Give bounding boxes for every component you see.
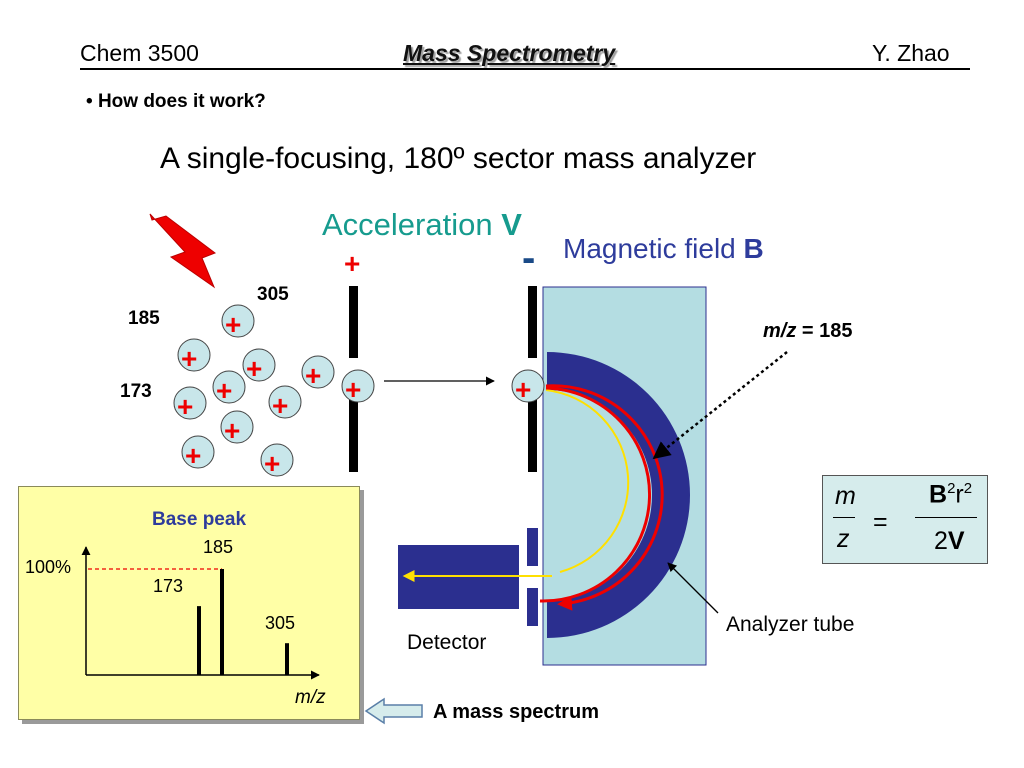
ion-1 xyxy=(221,304,255,338)
ion-charge-entering: + xyxy=(515,374,532,405)
formula-b: B xyxy=(929,480,948,509)
formula-right-fraction-bar xyxy=(915,517,977,518)
ion-charge-6: + xyxy=(177,391,194,422)
ion-charge-1: + xyxy=(225,309,242,340)
detector-slit-bottom xyxy=(527,588,538,626)
mass-formula-box: m z = B2r2 2V xyxy=(822,475,988,564)
acceleration-text: Acceleration xyxy=(322,207,502,242)
ion-path-red-outer xyxy=(545,384,664,611)
bullet-text: How does it work? xyxy=(97,91,266,112)
formula-two: 2 xyxy=(934,527,948,555)
ion-label-185: 185 xyxy=(128,308,160,329)
voltage-symbol: V xyxy=(501,207,522,242)
formula-r-exponent: 2 xyxy=(963,480,973,497)
slide-title: Mass Spectrometry xyxy=(403,40,616,66)
plate-plus-sign: + xyxy=(344,248,361,279)
ion-charge-7: + xyxy=(272,390,289,421)
ion-accelerated xyxy=(341,369,375,403)
ionization-lightning-icon xyxy=(149,213,217,289)
header-rule xyxy=(80,68,970,70)
ion-path-red-inner xyxy=(539,386,652,603)
analyzer-tube-pointer xyxy=(667,562,719,614)
ion-label-305: 305 xyxy=(257,284,289,305)
spectrum-pointer-arrow-icon xyxy=(364,697,423,725)
accelerating-plate-negative-top xyxy=(528,286,537,358)
acceleration-label: Acceleration V xyxy=(322,207,522,243)
mz-value: = 185 xyxy=(796,320,853,342)
analyzer-tube-curve xyxy=(547,352,690,638)
detector-slit-top xyxy=(527,528,538,566)
ion-charge-2: + xyxy=(181,343,198,374)
ion-charge-3: + xyxy=(246,353,263,384)
accelerating-plate-positive-top xyxy=(349,286,358,358)
ion-7 xyxy=(268,385,302,419)
accelerating-plate-positive-bottom xyxy=(349,398,358,472)
ion-8 xyxy=(220,410,254,444)
ion-charge-10: + xyxy=(264,448,281,479)
ion-3 xyxy=(242,348,276,382)
ion-9 xyxy=(181,435,215,469)
mz-variable: m/z xyxy=(763,320,797,342)
ion-10 xyxy=(260,443,294,477)
ion-label-173: 173 xyxy=(120,381,152,402)
mz-pointer-dotted-arrow xyxy=(652,351,788,460)
spectrum-peak-label-173: 173 xyxy=(153,576,184,597)
formula-b-exponent: 2 xyxy=(947,480,956,497)
formula-denominator: 2V xyxy=(934,527,965,556)
formula-r: r xyxy=(955,480,964,509)
diagram-heading: A single-focusing, 180º sector mass anal… xyxy=(160,142,757,175)
plate-minus-sign: - xyxy=(522,236,536,280)
formula-numerator: B2r2 xyxy=(929,480,972,509)
magnetic-field-label: Magnetic field B xyxy=(563,233,764,265)
ion-charge-4: + xyxy=(305,360,322,391)
ion-2 xyxy=(177,338,211,372)
mass-spectrum-panel: Base peak 100% m/z 173 185 305 xyxy=(18,486,360,720)
mass-spectrum-label: A mass spectrum xyxy=(433,701,599,723)
ion-charge-5: + xyxy=(216,375,233,406)
field-symbol: B xyxy=(743,233,764,264)
ion-6 xyxy=(173,386,207,420)
formula-m: m xyxy=(835,482,856,510)
mz-axis-label: m/z xyxy=(295,687,326,708)
formula-equals: = xyxy=(873,508,888,536)
ion-5 xyxy=(212,370,246,404)
ion-path-yellow xyxy=(545,389,630,573)
analyzer-tube-label: Analyzer tube xyxy=(726,613,855,636)
bullet-point: • How does it work? xyxy=(86,91,266,112)
spectrum-chart xyxy=(81,546,320,680)
spectrum-peak-label-305: 305 xyxy=(265,613,296,634)
ion-4 xyxy=(301,355,335,389)
intensity-100-label: 100% xyxy=(25,557,72,577)
spectrum-peak-label-185: 185 xyxy=(203,537,234,557)
ion-charge-accelerated: + xyxy=(345,374,362,405)
formula-z: z xyxy=(837,525,850,553)
formula-v: V xyxy=(947,527,965,555)
ion-charge-8: + xyxy=(224,415,241,446)
ion-entering-field xyxy=(511,369,545,403)
author-name: Y. Zhao xyxy=(872,40,950,66)
magnetic-field-text: Magnetic field xyxy=(563,233,744,264)
ion-charge-9: + xyxy=(185,440,202,471)
mz-selected-label: m/z = 185 xyxy=(763,320,853,343)
base-peak-label: Base peak xyxy=(152,509,247,530)
course-name: Chem 3500 xyxy=(80,40,199,66)
detector-label: Detector xyxy=(407,631,487,654)
formula-left-fraction-bar xyxy=(833,517,855,518)
ion-cloud xyxy=(173,304,545,477)
accelerating-plate-negative-bottom xyxy=(528,398,537,472)
